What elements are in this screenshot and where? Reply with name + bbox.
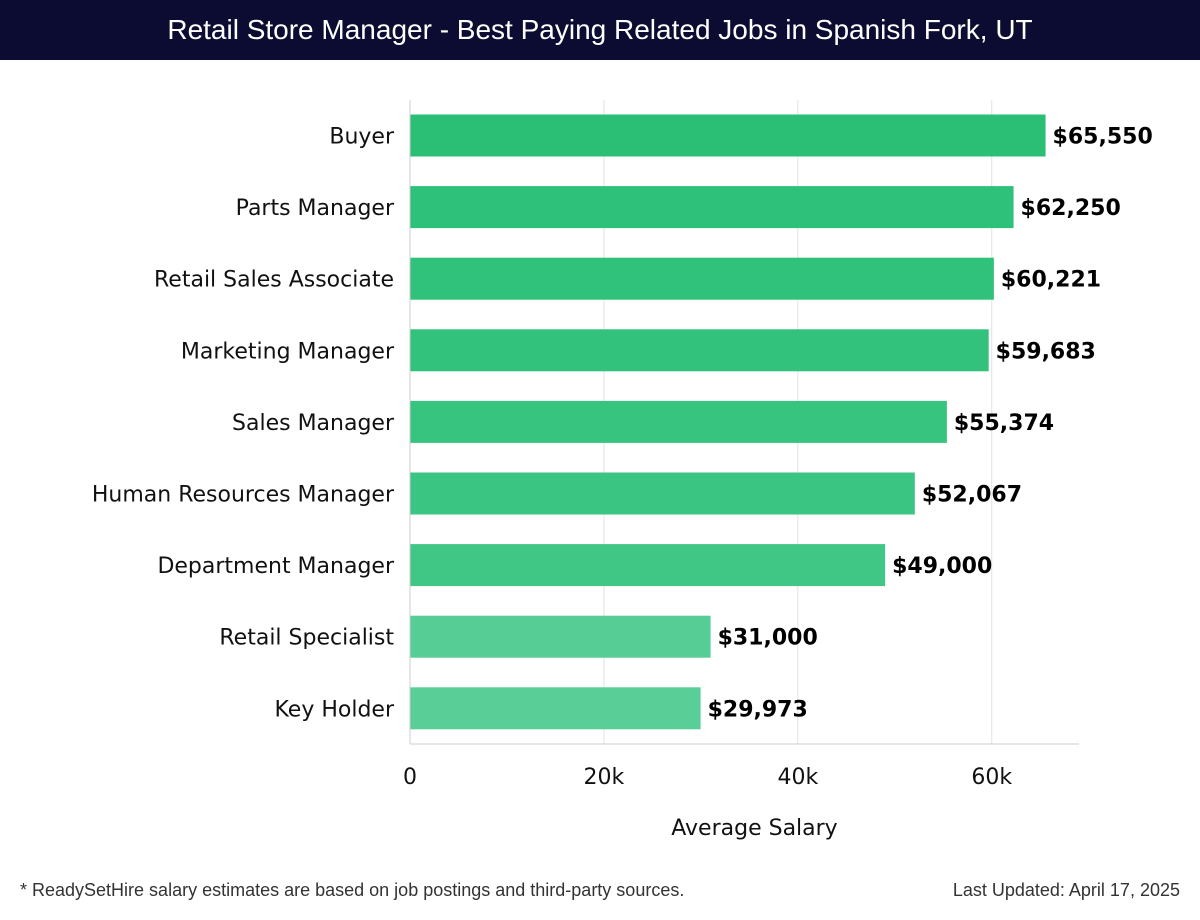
x-tick-labels: 0 20k 40k 60k [403, 765, 1012, 790]
bar [410, 257, 994, 300]
category-label: Retail Specialist [219, 626, 394, 651]
value-label: $65,550 [1053, 125, 1153, 150]
value-labels: $65,550 $62,250 $60,221 $59,683 $55,374 $52,0… [708, 125, 1153, 723]
chart-title: Retail Store Manager - Best Paying Relat… [0, 0, 1200, 60]
x-tick-label: 0 [403, 765, 417, 790]
value-label: $55,374 [954, 411, 1054, 436]
footer-updated: Last Updated: April 17, 2025 [952, 880, 1180, 900]
bar [410, 687, 701, 730]
bar [410, 186, 1014, 229]
value-label: $59,683 [996, 339, 1096, 364]
footer-note: * ReadySetHire salary estimates are base… [20, 880, 685, 900]
value-label: $49,000 [892, 554, 992, 579]
category-label: Parts Manager [236, 196, 395, 221]
category-label: Human Resources Manager [92, 483, 395, 508]
category-label: Retail Sales Associate [154, 268, 394, 293]
category-label: Department Manager [157, 554, 395, 579]
bar [410, 400, 947, 443]
x-tick-label: 40k [777, 765, 818, 790]
bar [410, 544, 886, 587]
category-labels: Buyer Parts Manager Retail Sales Associate… [92, 125, 395, 723]
category-label: Sales Manager [232, 411, 395, 436]
bar [410, 329, 989, 372]
bars [410, 114, 1046, 730]
x-tick-label: 60k [971, 765, 1012, 790]
value-label: $31,000 [718, 626, 818, 651]
category-label: Buyer [329, 125, 395, 150]
bar [410, 114, 1046, 157]
x-tick-label: 20k [584, 765, 625, 790]
value-label: $29,973 [708, 697, 808, 722]
salary-bar-chart: Buyer Parts Manager Retail Sales Associate… [92, 100, 1153, 841]
value-label: $52,067 [922, 483, 1022, 508]
category-label: Key Holder [274, 697, 394, 722]
category-label: Marketing Manager [181, 339, 395, 364]
value-label: $62,250 [1021, 196, 1121, 221]
bar [410, 472, 915, 515]
value-label: $60,221 [1001, 268, 1101, 293]
x-axis-label: Average Salary [671, 816, 837, 841]
bar [410, 615, 711, 658]
